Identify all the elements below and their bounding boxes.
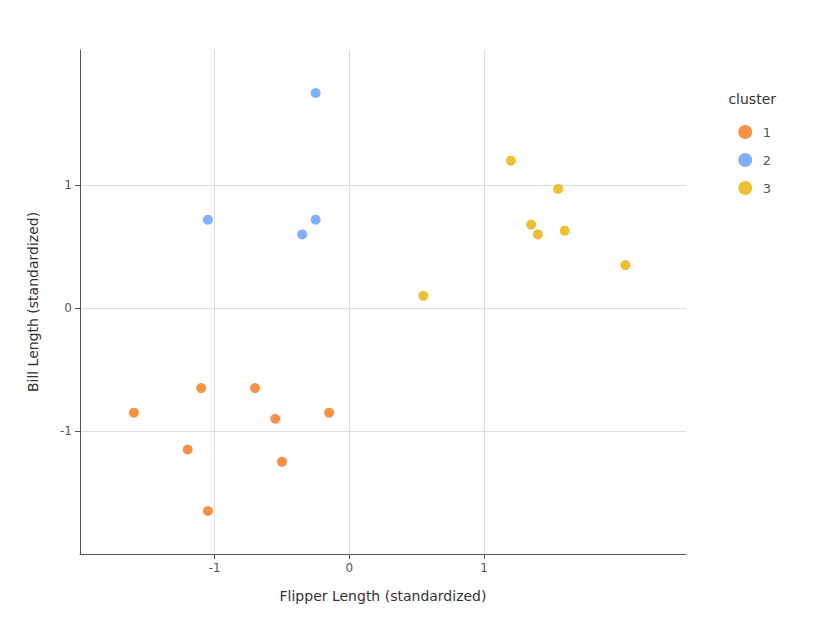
- svg-text:1: 1: [64, 178, 72, 192]
- svg-text:1: 1: [480, 561, 488, 575]
- svg-text:Flipper Length (standardized): Flipper Length (standardized): [280, 588, 487, 604]
- svg-text:2: 2: [763, 153, 771, 168]
- svg-text:Bill Length (standardized): Bill Length (standardized): [25, 212, 41, 392]
- svg-text:3: 3: [763, 181, 771, 196]
- svg-text:cluster: cluster: [728, 91, 776, 107]
- svg-text:-1: -1: [209, 561, 221, 575]
- svg-text:0: 0: [64, 301, 72, 315]
- svg-text:-1: -1: [60, 424, 72, 438]
- svg-text:1: 1: [763, 125, 771, 140]
- svg-text:0: 0: [346, 561, 354, 575]
